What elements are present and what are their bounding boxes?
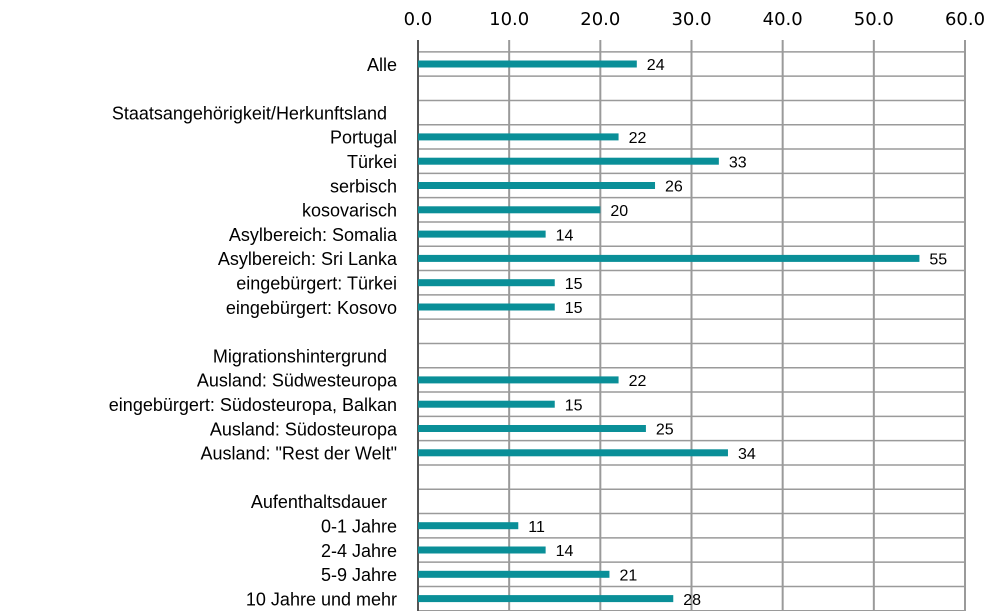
value-label: 14 xyxy=(556,227,574,244)
y-tick-label: 5-9 Jahre xyxy=(321,565,397,585)
y-tick-label: eingebürgert: Kosovo xyxy=(226,298,397,318)
bar xyxy=(418,133,619,141)
value-label: 21 xyxy=(619,568,637,585)
y-tick-label: Migrationshintergrund xyxy=(213,346,387,366)
x-tick-label: 50.0 xyxy=(854,9,894,30)
value-label: 25 xyxy=(656,422,674,439)
x-tick-label: 60.0 xyxy=(945,9,985,30)
value-label: 26 xyxy=(665,179,683,196)
x-tick-label: 10.0 xyxy=(489,9,529,30)
y-tick-label: serbisch xyxy=(330,176,397,196)
bar xyxy=(418,254,920,262)
value-label: 11 xyxy=(528,519,545,536)
bar xyxy=(418,60,637,68)
value-label: 15 xyxy=(565,300,583,317)
y-tick-label: kosovarisch xyxy=(302,201,397,221)
x-tick-label: 40.0 xyxy=(763,9,803,30)
y-tick-label: Ausland: "Rest der Welt" xyxy=(200,444,397,464)
y-tick-label: eingebürgert: Türkei xyxy=(236,273,397,293)
bar xyxy=(418,425,646,432)
bar xyxy=(418,449,728,457)
value-label: 15 xyxy=(565,276,583,293)
bar xyxy=(418,230,546,238)
y-tick-label: 2-4 Jahre xyxy=(321,541,397,561)
x-tick-label: 30.0 xyxy=(671,9,711,30)
bar xyxy=(418,595,674,603)
bar xyxy=(418,279,555,287)
value-label: 34 xyxy=(738,446,756,463)
bar xyxy=(418,570,610,578)
value-label: 14 xyxy=(556,543,574,560)
value-label: 22 xyxy=(629,130,647,147)
y-tick-label: eingebürgert: Südosteuropa, Balkan xyxy=(109,395,397,415)
y-tick-label: 10 Jahre und mehr xyxy=(246,589,397,609)
value-label: 28 xyxy=(683,592,701,609)
bar xyxy=(418,546,546,554)
y-tick-label: Ausland: Südwesteuropa xyxy=(197,371,398,391)
y-tick-label: Aufenthaltsdauer xyxy=(251,492,387,512)
bar xyxy=(418,157,719,165)
bar xyxy=(418,400,555,408)
value-label: 15 xyxy=(565,397,583,414)
value-label: 24 xyxy=(647,57,665,74)
y-tick-label: 0-1 Jahre xyxy=(321,516,397,536)
value-label: 33 xyxy=(729,154,747,171)
bar xyxy=(418,376,619,384)
value-label: 22 xyxy=(629,373,647,390)
x-tick-label: 0.0 xyxy=(404,9,433,30)
value-label: 55 xyxy=(929,252,947,269)
bar xyxy=(418,206,601,214)
y-tick-label: Alle xyxy=(367,55,397,75)
bar xyxy=(418,522,519,530)
y-tick-label: Ausland: Südosteuropa xyxy=(210,419,398,439)
y-tick-label: Staatsangehörigkeit/Herkunftsland xyxy=(112,103,387,123)
y-tick-label: Asylbereich: Somalia xyxy=(229,225,398,245)
value-label: 20 xyxy=(610,203,628,220)
bar xyxy=(418,182,656,189)
x-tick-label: 20.0 xyxy=(580,9,620,30)
y-tick-label: Portugal xyxy=(330,128,397,148)
y-tick-label: Asylbereich: Sri Lanka xyxy=(218,249,398,269)
y-tick-label: Türkei xyxy=(347,152,397,172)
bar xyxy=(418,303,555,311)
